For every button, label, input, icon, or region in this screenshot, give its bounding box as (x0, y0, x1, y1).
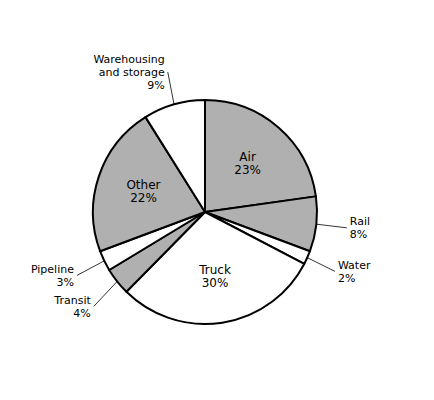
chart: Air23% Truck30% Other22% Rail8% Water2% Trans… (0, 0, 434, 400)
slice-label: Warehousingand storage (93, 53, 165, 79)
leader-line (94, 281, 117, 306)
slice-label: Rail (350, 215, 370, 228)
value-label: 23% (234, 163, 261, 177)
slice-label: Transit (53, 294, 91, 307)
slice-label: Air (239, 150, 256, 164)
value-label: 2% (338, 272, 355, 285)
value-label: 30% (202, 276, 229, 290)
value-label: 8% (350, 228, 367, 241)
leader-line (316, 224, 346, 228)
leader-line (168, 72, 174, 104)
slice (205, 100, 316, 212)
slice-label: Water (338, 259, 371, 272)
value-label: 4% (73, 307, 90, 320)
value-label: 3% (57, 276, 74, 289)
leader-line (77, 261, 104, 276)
slice-label: Truck (198, 263, 231, 277)
leader-line (307, 258, 335, 272)
value-label: 9% (147, 79, 164, 92)
slice-label: Pipeline (31, 263, 74, 276)
value-label: 22% (130, 191, 157, 205)
slice-label: Other (126, 178, 160, 192)
pie (93, 100, 317, 324)
labels: Air23% Truck30% Other22% Rail8% Water2% Trans… (31, 53, 371, 320)
